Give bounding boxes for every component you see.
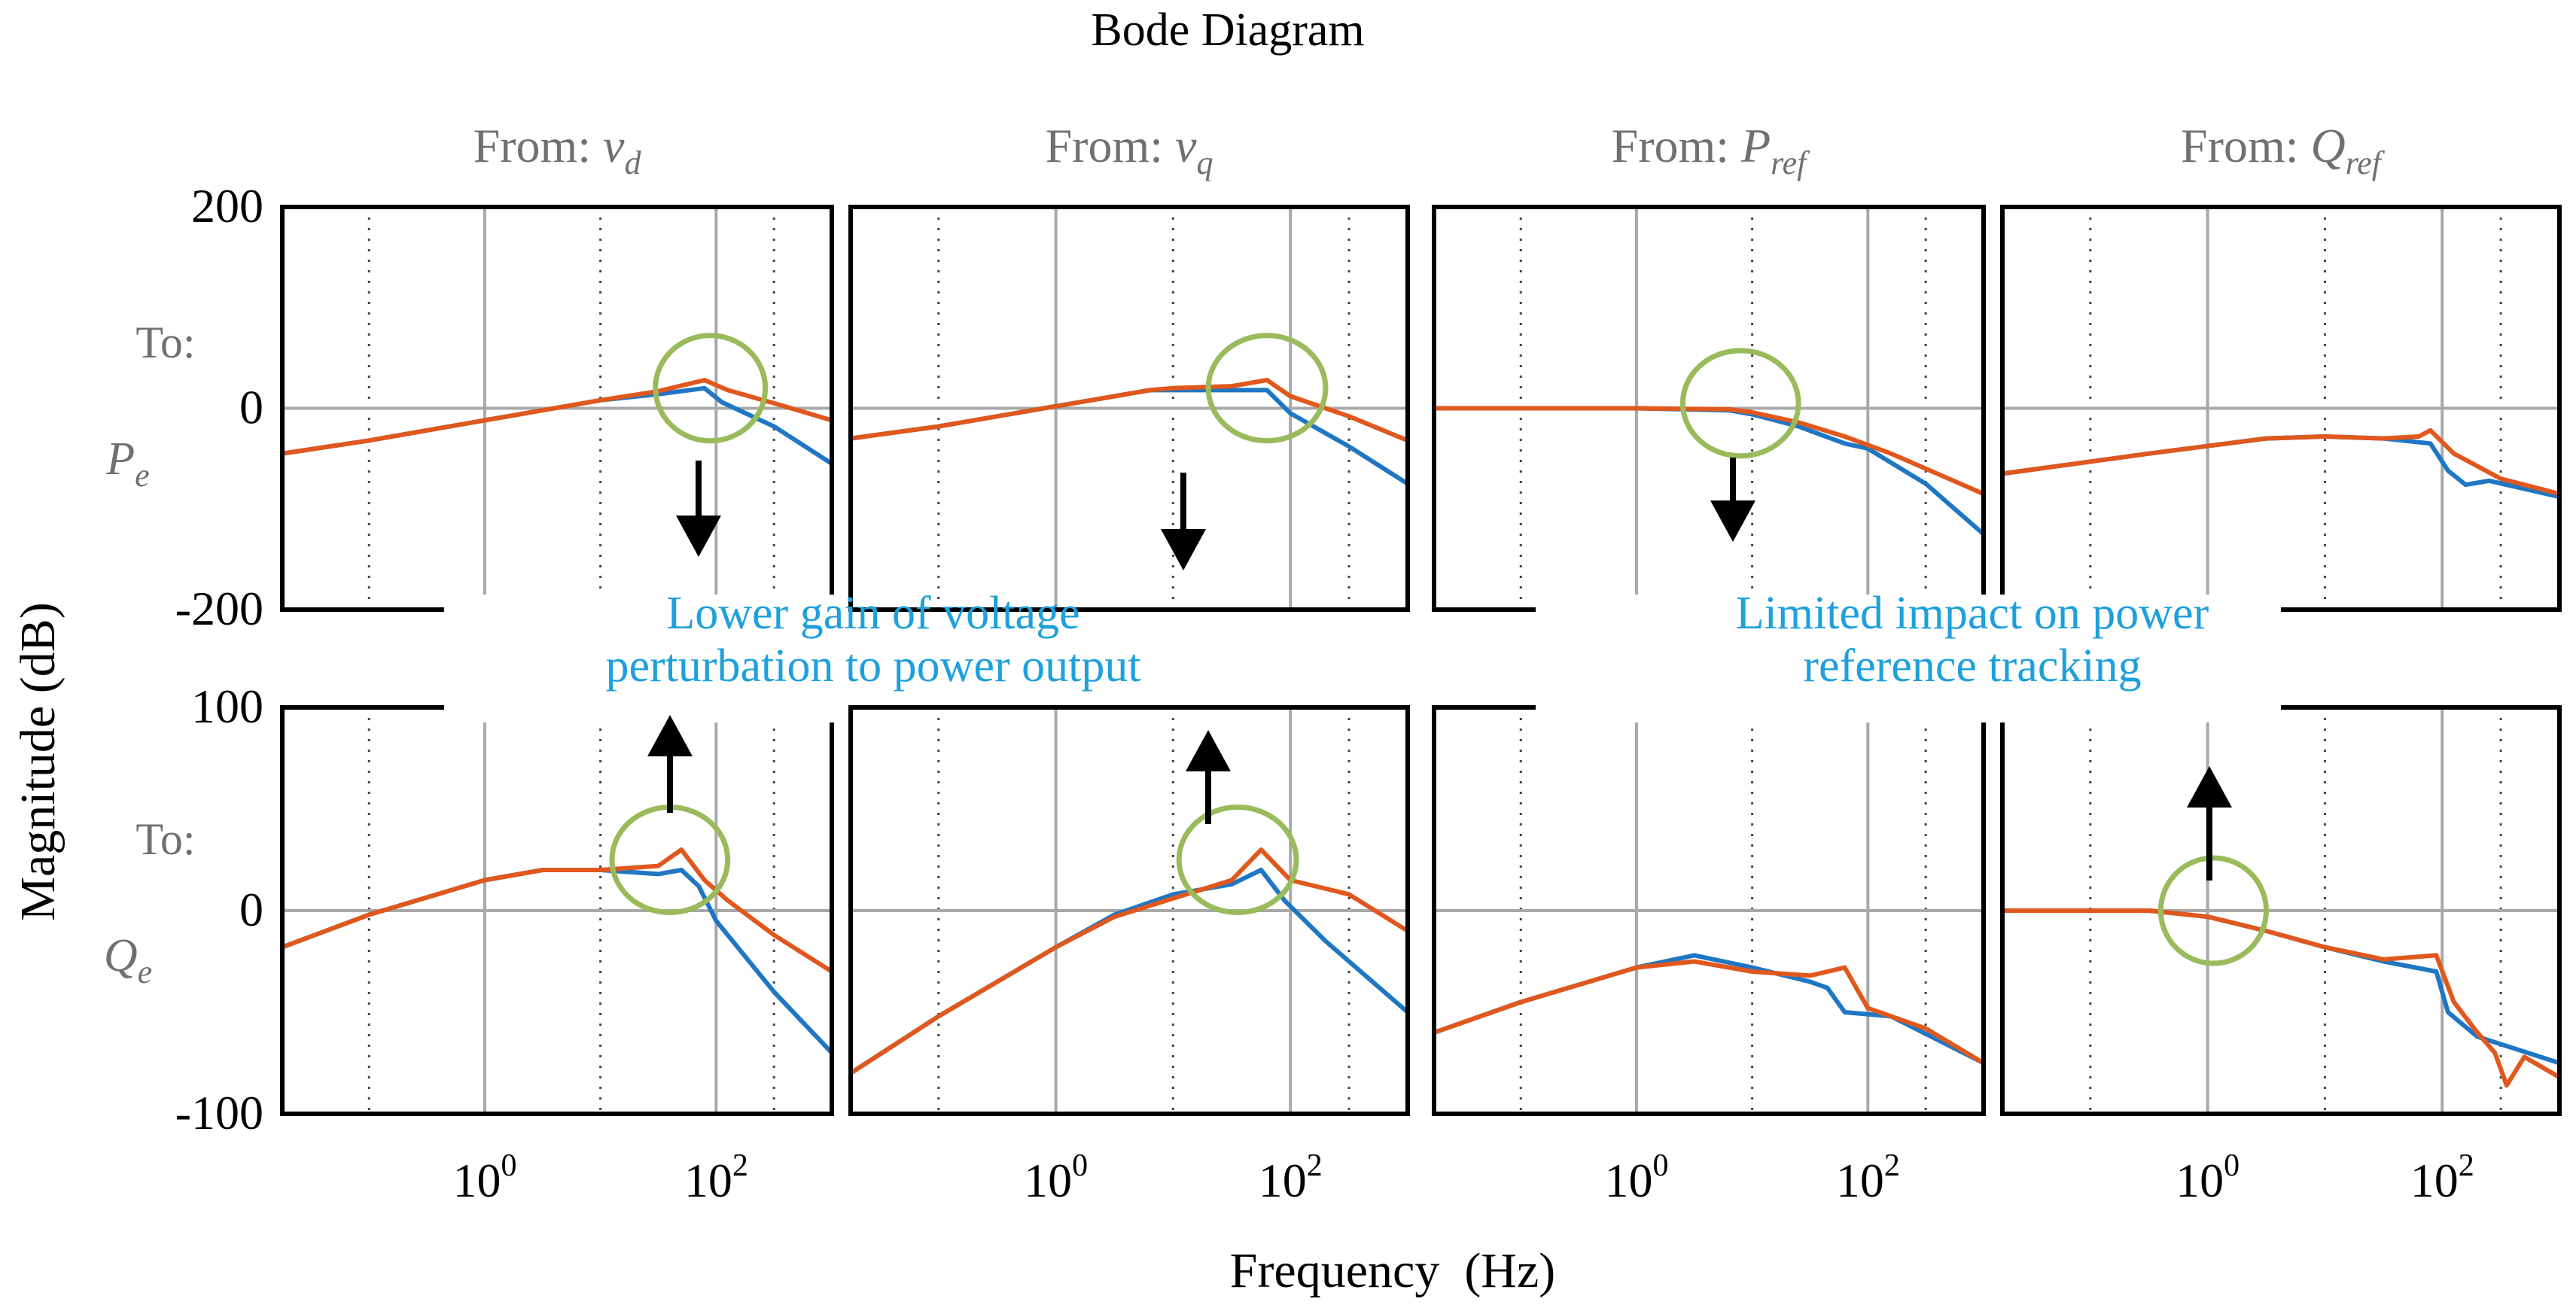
x-tick-exponent: 0 <box>1072 1148 1088 1183</box>
y-tick-label: 200 <box>191 179 263 233</box>
x-tick-base: 10 <box>452 1154 501 1207</box>
series-orange-line <box>848 378 1410 443</box>
annotation-background <box>444 595 836 722</box>
row-to-label: To: <box>135 318 195 367</box>
x-tick-base: 10 <box>2410 1154 2459 1207</box>
x-tick-exponent: 0 <box>501 1148 516 1183</box>
x-tick-label: 102 <box>1259 1148 1323 1207</box>
row-output-var: P <box>105 433 135 485</box>
row-output-var: Q <box>104 930 138 981</box>
x-tick-exponent: 0 <box>2224 1148 2240 1183</box>
series-blue-line <box>1432 406 1986 537</box>
arrow-head-icon <box>1710 500 1755 542</box>
x-axis-label: Frequency (Hz) <box>1230 1243 1555 1298</box>
column-header-sub: ref <box>1771 144 1810 181</box>
column-header-sub: q <box>1196 144 1213 181</box>
annotation-text: Lower gain of voltage <box>666 588 1079 639</box>
y-axis-label: Magnitude (dB) <box>11 602 65 920</box>
panel-frame <box>848 705 1410 1116</box>
x-tick-exponent: 2 <box>2459 1148 2474 1183</box>
column-header-var: Q <box>2311 119 2346 172</box>
y-tick-label: -100 <box>175 1086 263 1139</box>
column-header: From: Pref <box>1612 119 1811 181</box>
x-tick-label: 102 <box>1836 1148 1900 1207</box>
column-header: From: Qref <box>2181 119 2386 181</box>
column-header-prefix: From: <box>1046 119 1175 172</box>
arrow-head-icon <box>647 715 693 756</box>
row-output-sub: e <box>135 457 150 494</box>
series-orange-line <box>1432 406 1986 497</box>
arrow-head-icon <box>2187 766 2232 808</box>
series-orange-line <box>1432 959 1986 1066</box>
x-tick-base: 10 <box>1024 1154 1072 1207</box>
column-header-sub: ref <box>2346 144 2386 181</box>
y-tick-label: 100 <box>191 680 263 733</box>
column-header-sub: d <box>624 144 641 181</box>
highlight-ellipse <box>1176 805 1299 915</box>
column-header: From: vq <box>1046 119 1213 181</box>
x-tick-label: 100 <box>1024 1148 1088 1207</box>
highlight-ellipse <box>1205 333 1329 444</box>
x-tick-label: 102 <box>684 1148 748 1207</box>
series-orange-line <box>280 378 834 456</box>
x-tick-label: 100 <box>1604 1148 1668 1207</box>
column-header-var: v <box>603 119 625 172</box>
x-tick-label: 100 <box>2176 1148 2240 1207</box>
series-orange-line <box>848 847 1410 1075</box>
series-orange-line <box>2000 908 2562 1088</box>
series-blue-line <box>848 868 1410 1075</box>
x-tick-base: 10 <box>2176 1154 2224 1207</box>
x-tick-exponent: 2 <box>1884 1148 1900 1183</box>
x-tick-base: 10 <box>1836 1154 1884 1207</box>
column-header-prefix: From: <box>473 119 603 172</box>
y-tick-label: 0 <box>239 883 263 936</box>
annotation-text: Limited impact on power <box>1736 588 2209 639</box>
panel-frame <box>848 205 1410 612</box>
x-tick-exponent: 2 <box>1307 1148 1323 1183</box>
highlight-ellipse <box>1679 348 1801 459</box>
x-tick-base: 10 <box>684 1154 732 1207</box>
row-output-sub: e <box>138 954 153 990</box>
series-blue-line <box>280 868 834 1055</box>
highlight-ellipse <box>2157 855 2270 966</box>
chart-title: Bode Diagram <box>1091 5 1364 56</box>
series-blue-line <box>1432 953 1986 1066</box>
arrow-head-icon <box>1186 730 1231 771</box>
x-tick-exponent: 2 <box>732 1148 748 1183</box>
annotation-text: reference tracking <box>1803 640 2141 692</box>
y-tick-label: 0 <box>239 381 263 434</box>
series-orange-line <box>2000 427 2562 497</box>
x-tick-base: 10 <box>1604 1154 1652 1207</box>
column-header: From: vd <box>473 119 642 181</box>
annotation-background <box>1536 595 2281 722</box>
x-tick-label: 100 <box>452 1148 516 1207</box>
series-orange-line <box>280 847 834 974</box>
highlight-ellipse <box>653 333 769 444</box>
column-header-prefix: From: <box>1612 119 1741 172</box>
column-header-var: P <box>1740 119 1771 172</box>
row-output-label: Pe <box>105 433 149 494</box>
arrow-head-icon <box>1161 529 1206 570</box>
column-header-prefix: From: <box>2181 119 2310 172</box>
annotation-text: perturbation to power output <box>605 640 1140 692</box>
column-header-var: v <box>1175 119 1197 172</box>
x-tick-base: 10 <box>1259 1154 1307 1207</box>
x-tick-exponent: 0 <box>1652 1148 1668 1183</box>
x-tick-label: 102 <box>2410 1148 2474 1207</box>
row-output-label: Qe <box>104 930 152 990</box>
row-to-label: To: <box>135 814 195 864</box>
arrow-head-icon <box>676 516 721 557</box>
y-tick-label: -200 <box>175 582 263 635</box>
